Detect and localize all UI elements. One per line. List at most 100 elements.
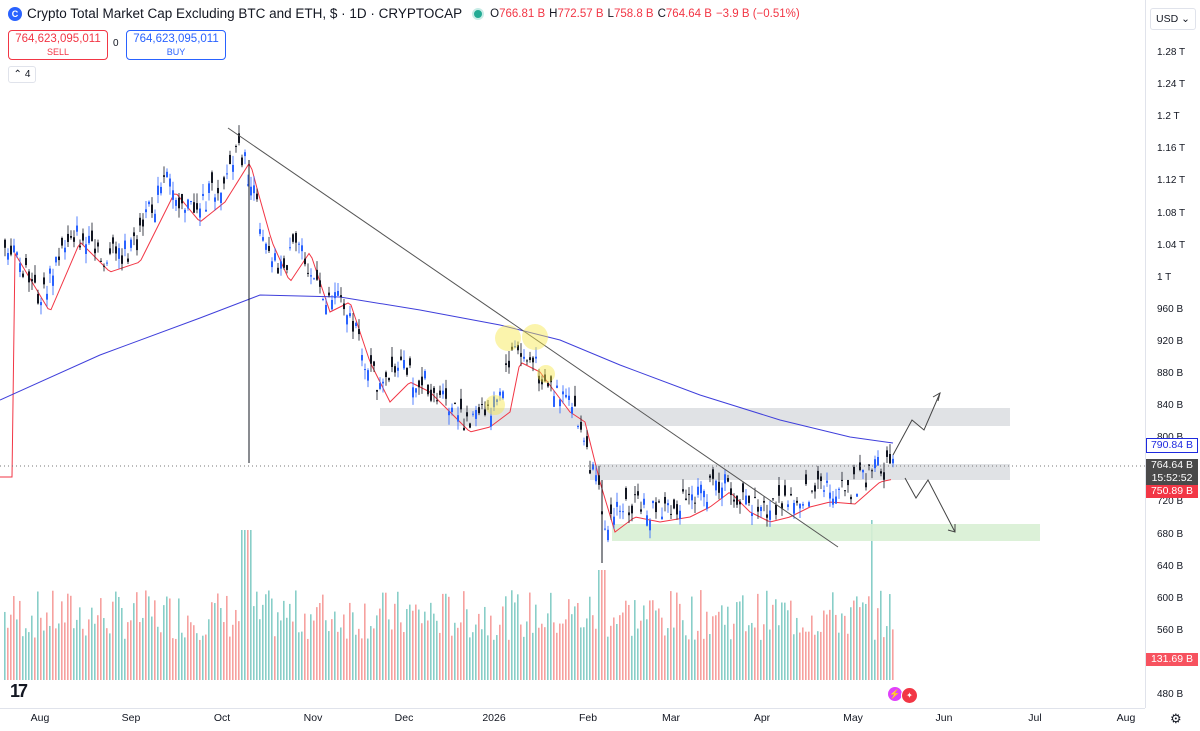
price-tick: 720 B [1157,496,1184,508]
candle-body [166,171,168,178]
time-scale[interactable] [0,708,1145,731]
candle-body [742,483,744,493]
volume-bar [262,604,264,680]
buy-label: BUY [166,47,186,57]
price-scale[interactable] [1145,0,1200,708]
candle-body [301,245,303,252]
volume-bars [4,520,894,680]
volume-bar [313,620,315,680]
candle-body [391,356,393,367]
volume-bar [604,570,606,680]
price-tick: 1.2 T [1157,111,1180,123]
volume-bar [286,617,288,680]
candle-body [49,268,51,274]
sell-label: SELL [46,47,70,57]
time-tick: 2026 [482,712,506,724]
volume-bar [307,638,309,680]
volume-bar [184,637,186,680]
volume-bar [697,630,699,680]
volume-bar [766,590,768,680]
candle-body [148,201,150,205]
candle-body [754,496,756,498]
candle-body [664,496,666,504]
volume-bar [10,614,12,680]
candle-body [40,302,42,306]
volume-bar [562,623,564,680]
bearish-arrowhead [947,524,956,533]
volume-bar [145,590,147,680]
volume-bar [64,622,66,680]
zones [380,408,1040,541]
currency-selector[interactable]: USD ⌄ [1150,8,1196,30]
candle-body [316,269,318,280]
candle-body [172,190,174,200]
volume-bar [862,602,864,680]
sma-line [0,294,894,444]
volume-bar [676,592,678,680]
candle-body [649,520,651,531]
candle-body [28,271,30,283]
candle-body [352,320,354,332]
settings-icon[interactable]: ⚙ [1170,711,1182,726]
volume-bar [751,622,753,680]
market-status-icon[interactable] [472,7,485,20]
sell-button[interactable]: 764,623,095,011 SELL [8,30,108,60]
volume-bar [859,607,861,680]
candle-body [208,183,210,193]
candle-body [688,493,690,496]
volume-bar [520,624,522,680]
volume-bar [61,601,63,680]
volume-bar [778,625,780,680]
candle-body [454,402,456,404]
indicators-toggle-button[interactable]: ⌃ 4 [8,66,36,83]
candle-body [46,293,48,300]
volume-bar [100,598,102,680]
volume-bar [133,603,135,680]
symbol-title[interactable]: Crypto Total Market Cap Excluding BTC an… [27,6,463,21]
volume-bar [781,602,783,680]
flag-icon[interactable]: ✦ [901,687,918,704]
lightning-icon[interactable]: ⚡ [888,687,902,701]
ohlc-open: O766.81 B [490,7,546,20]
candle-body [757,506,759,512]
volume-bar [268,590,270,680]
volume-bar [892,629,894,680]
candle-body [4,239,6,248]
candle-body [322,298,324,300]
candle-body [724,474,726,484]
highlight-circle [537,365,555,383]
volume-bar [331,619,333,680]
volume-bar [538,627,540,680]
time-tick: Nov [303,712,323,724]
volume-bar [826,614,828,680]
volume-bar [142,617,144,680]
volume-bar [88,619,90,680]
volume-bar [172,638,174,680]
volume-bar [742,595,744,680]
volume-bar [679,603,681,680]
buy-button[interactable]: 764,623,095,011 BUY [126,30,226,60]
buy-value: 764,623,095,011 [133,33,219,45]
candle-body [847,480,849,486]
volume-bar [214,603,216,680]
drawings [0,127,1145,548]
volume-bar [403,632,405,680]
candle-body [835,496,837,504]
volume-bar [265,594,267,680]
volume-bar [199,639,201,680]
tradingview-logo[interactable]: 17 [10,681,28,701]
candle-body [109,248,111,254]
candle-body [73,237,75,242]
volume-bar [496,635,498,680]
volume-bar [529,592,531,680]
volume-bar [640,620,642,680]
volume-bar [334,611,336,680]
volume-bar [130,620,132,680]
chart-area[interactable] [0,0,1145,708]
volume-bar [772,604,774,680]
moving-averages [0,162,894,533]
price-chart[interactable] [0,0,1145,708]
volume-bar [760,639,762,680]
candle-body [67,233,69,242]
symbol-header: C Crypto Total Market Cap Excluding BTC … [8,6,800,21]
